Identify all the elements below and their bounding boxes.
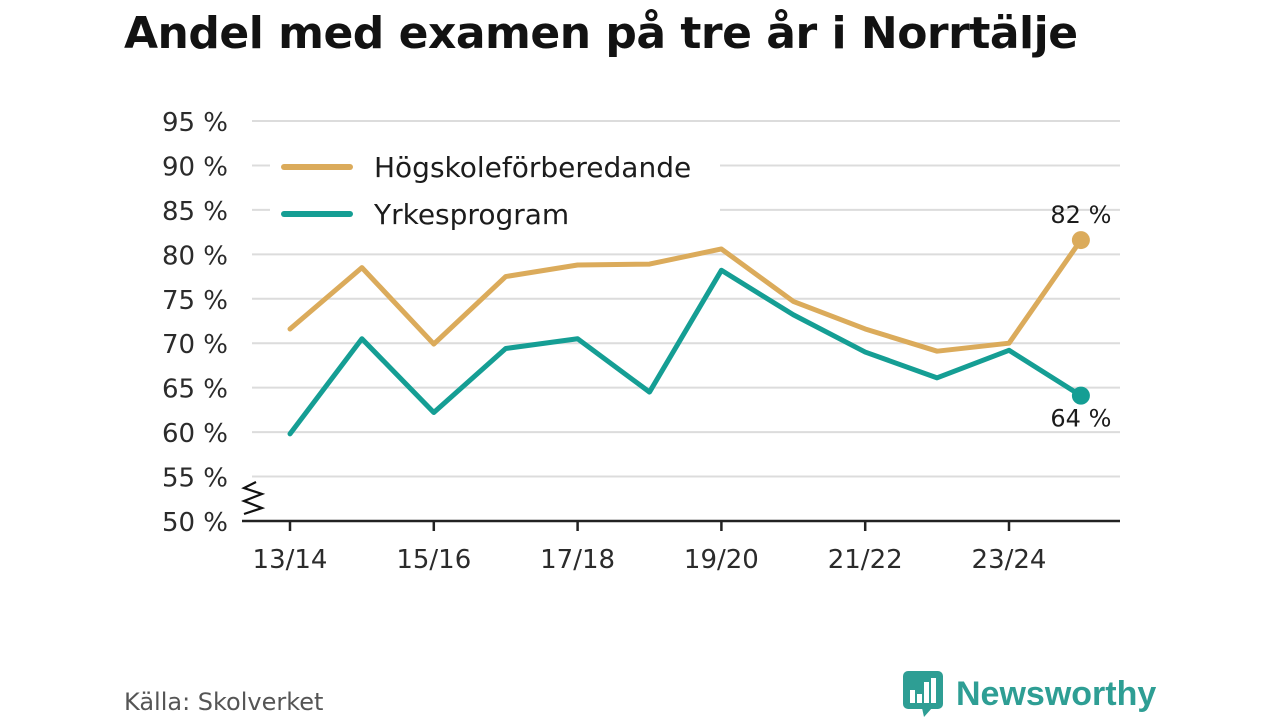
end-point-marker (1071, 231, 1090, 250)
data-point (431, 410, 436, 415)
data-point (359, 265, 364, 270)
series-line-1 (287, 237, 1084, 354)
x-tick-label: 23/24 (972, 545, 1047, 575)
data-point (288, 431, 292, 436)
data-point (503, 346, 508, 351)
axis-break-icon (240, 481, 266, 516)
data-point (647, 262, 652, 267)
legend-background (270, 140, 720, 240)
legend-label: Yrkesprogram (373, 198, 569, 231)
y-tick-label: 60 % (162, 419, 228, 449)
data-point (935, 349, 940, 354)
brand-name: Newsworthy (956, 674, 1157, 713)
data-point (791, 312, 796, 317)
y-tick-label: 50 % (162, 508, 228, 538)
y-tick-label: 85 % (162, 197, 228, 227)
y-tick-label: 75 % (162, 286, 228, 316)
x-tick-label: 13/14 (253, 545, 328, 575)
data-point (647, 390, 652, 395)
data-point (719, 246, 724, 251)
data-point (431, 342, 436, 347)
end-point-marker (1071, 386, 1090, 405)
data-point (1007, 348, 1011, 353)
x-tick-label: 19/20 (684, 545, 759, 575)
y-tick-label: 55 % (162, 464, 228, 494)
y-tick-label: 90 % (162, 152, 228, 182)
data-point (863, 326, 868, 331)
chart-title: Andel med examen på tre år i Norrtälje (124, 8, 1078, 59)
data-point (575, 336, 580, 341)
x-tick-label: 15/16 (396, 545, 471, 575)
data-point (1007, 341, 1011, 346)
series-line-2 (287, 267, 1084, 437)
y-tick-label: 65 % (162, 375, 228, 405)
y-tick-label: 80 % (162, 241, 228, 271)
brand-logo: Newsworthy (902, 670, 1156, 718)
x-tick-label: 21/22 (828, 545, 903, 575)
data-point (791, 299, 796, 304)
data-point (863, 350, 868, 355)
x-tick-label: 17/18 (540, 545, 615, 575)
data-point (935, 375, 940, 380)
data-point (575, 262, 580, 267)
legend-label: Högskoleförberedande (374, 151, 691, 184)
bar-chart-speech-bubble-icon (903, 671, 943, 717)
end-value-label: 64 % (1050, 405, 1111, 433)
source-note: Källa: Skolverket (124, 688, 324, 716)
data-point (359, 336, 364, 341)
data-point (503, 274, 508, 279)
data-point (719, 268, 724, 273)
y-tick-label: 95 % (162, 108, 228, 138)
end-value-label: 82 % (1050, 201, 1111, 229)
data-point (288, 326, 292, 331)
y-tick-label: 70 % (162, 330, 228, 360)
